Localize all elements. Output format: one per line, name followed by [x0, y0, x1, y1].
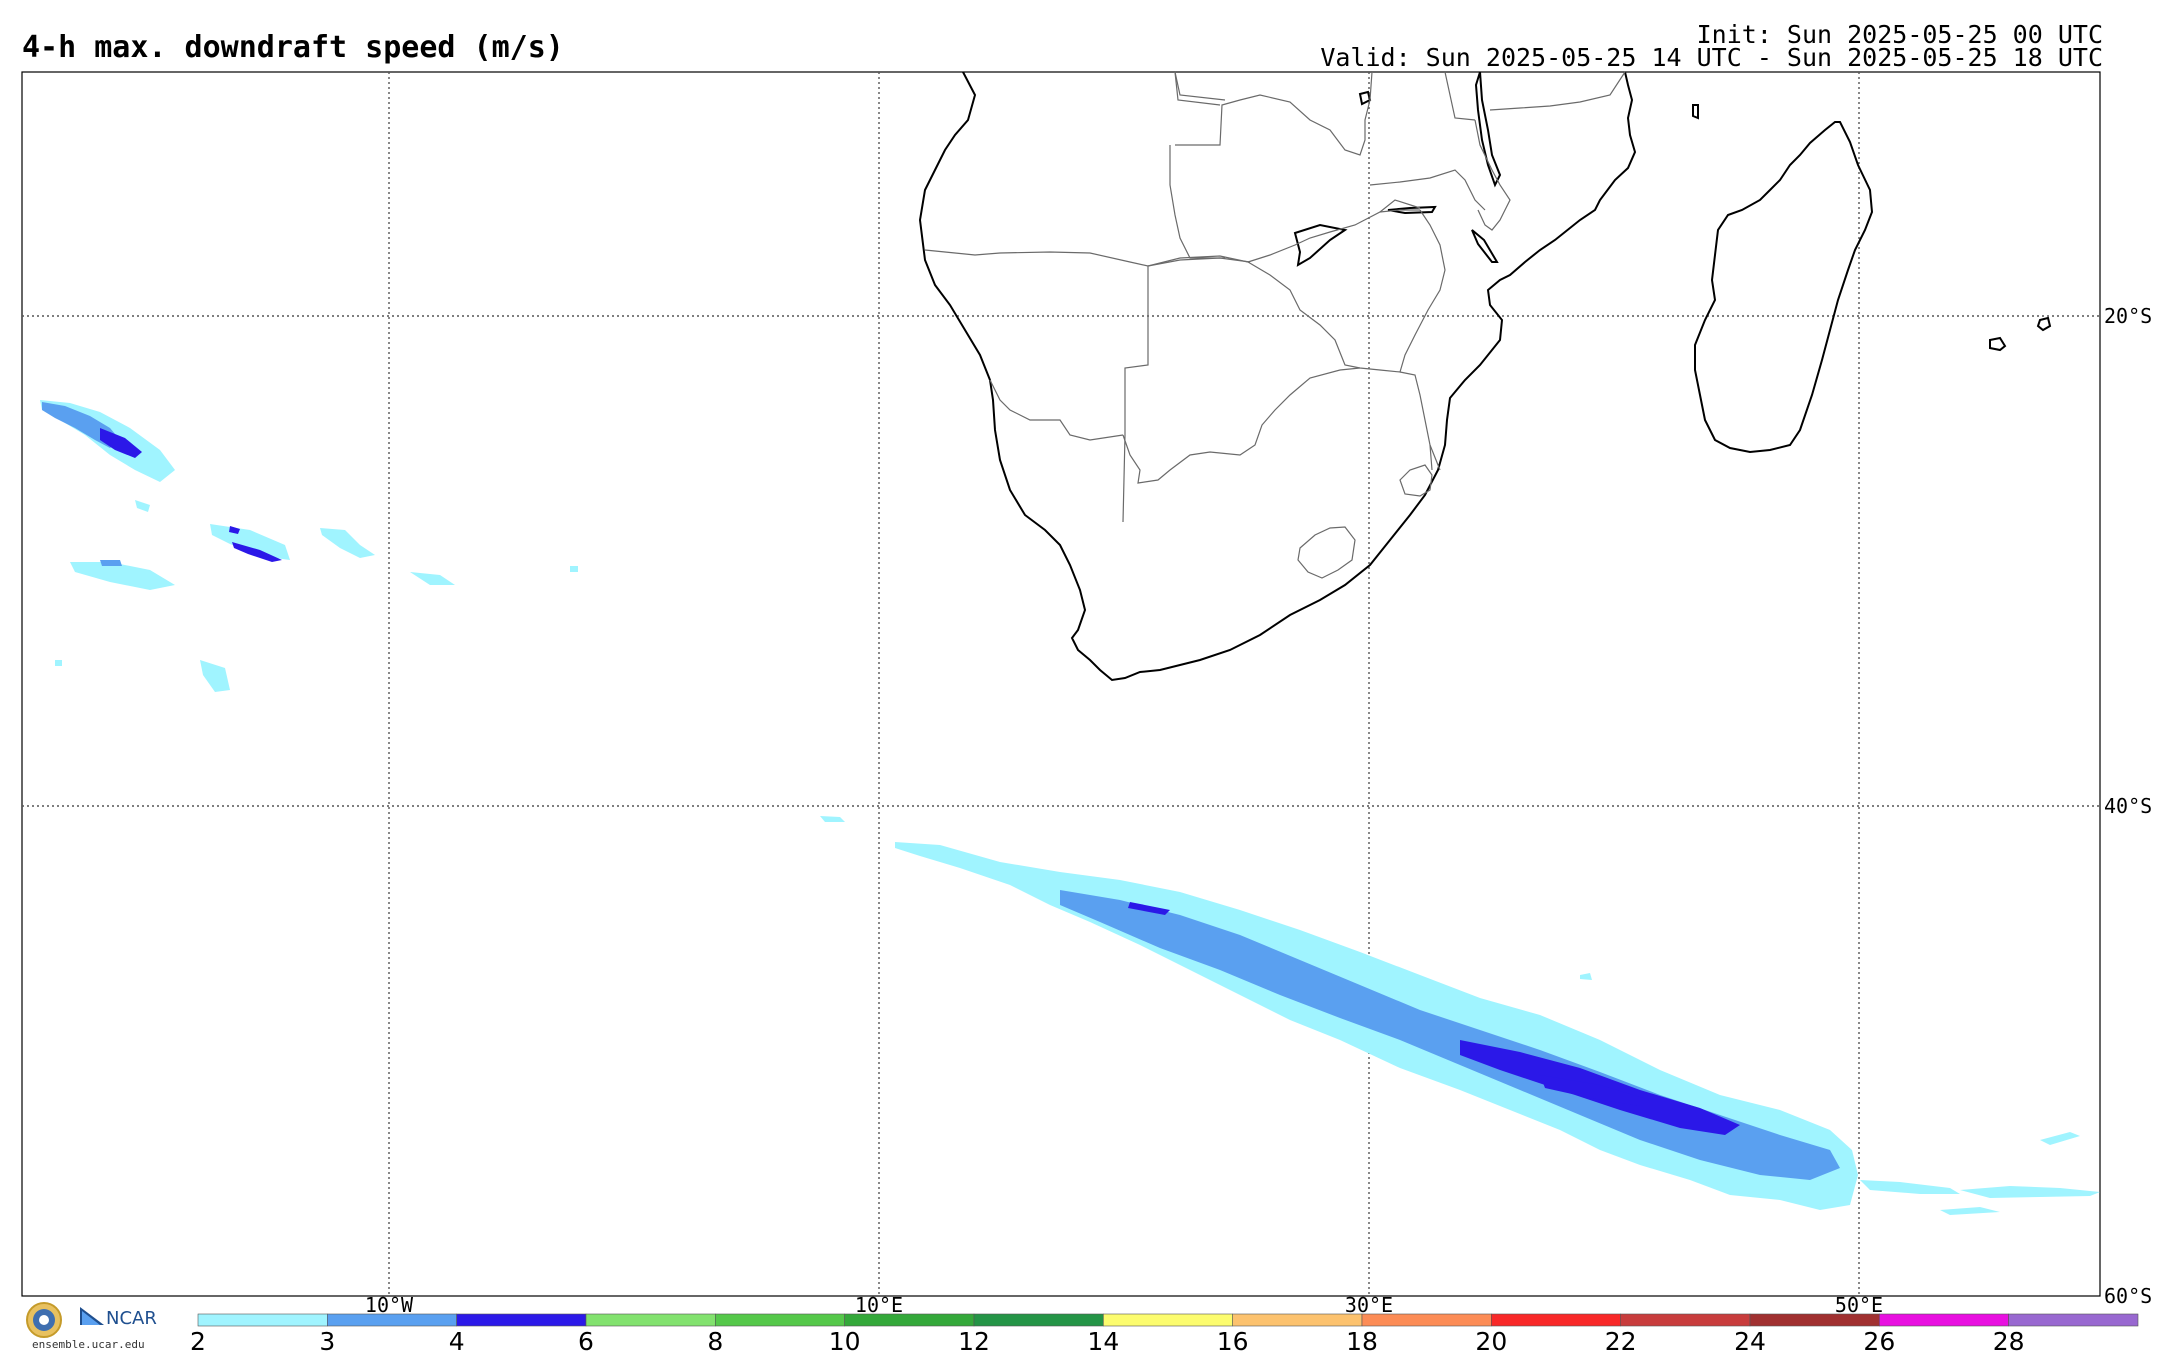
border-angola-drc-east — [1174, 71, 1226, 101]
lat-label-20s: 20°S — [2104, 304, 2153, 328]
west-light-7 — [410, 572, 455, 585]
swath-mid-core — [1060, 890, 1840, 1180]
graticule — [22, 72, 2100, 1296]
swath-dark-core3 — [1128, 902, 1170, 915]
west-dark-1 — [100, 428, 142, 458]
colorbar-tick-label: 4 — [448, 1327, 465, 1356]
west-light-5 — [200, 660, 230, 692]
lat-label-60s: 60°S — [2104, 1284, 2153, 1308]
colorbar-tick-label: 28 — [1992, 1327, 2025, 1356]
country-borders — [924, 71, 1626, 579]
colorbar-tick-label: 20 — [1475, 1327, 1508, 1356]
lake-cahora — [1387, 205, 1437, 215]
madagascar-coast — [1694, 121, 1874, 454]
border-moz-zim-south — [1399, 371, 1441, 471]
downdraft-swath-west — [40, 400, 578, 692]
colorbar-tick-label: 2 — [190, 1327, 206, 1356]
border-zambia-namibia-strip — [1147, 257, 1251, 267]
colorbar-swatch — [197, 1313, 328, 1327]
colorbar-tick-label: 16 — [1216, 1327, 1249, 1356]
border-tanzania-mozambique — [1489, 71, 1626, 111]
colorbar-swatch — [1103, 1313, 1233, 1327]
downdraft-swath-main — [820, 816, 2100, 1215]
nsf-logo — [26, 1302, 62, 1338]
colorbar-swatch — [1879, 1313, 2009, 1327]
west-light-3 — [70, 562, 175, 590]
west-light-6 — [135, 500, 150, 512]
colorbar-swatch — [715, 1313, 845, 1327]
lake-kariba — [1293, 223, 1348, 267]
colorbar-tick-label: 26 — [1863, 1327, 1896, 1356]
swath-light-tail3 — [2040, 1132, 2080, 1145]
swath-light-west — [820, 816, 845, 822]
border-mozambique-malawi — [1474, 119, 1511, 231]
lake-malawi — [1474, 71, 1502, 188]
border-zambia-drc — [1175, 71, 1373, 156]
border-botswana-sa — [1122, 367, 1361, 484]
colorbar-swatch — [973, 1313, 1104, 1327]
west-light-4 — [320, 528, 375, 558]
swath-light-tail5 — [1580, 973, 1592, 980]
colorbar-tick-label: 8 — [707, 1327, 724, 1356]
lake-chilwa — [1471, 229, 1499, 263]
coastlines — [918, 71, 2052, 682]
colorbar-swatch — [2008, 1313, 2139, 1327]
border-tanzania-zambia — [1444, 71, 1476, 121]
lon-label-30e: 30°E — [1344, 1293, 1394, 1317]
border-moz-sa — [1429, 444, 1433, 471]
island-mauritius — [2036, 316, 2052, 332]
west-mid-3 — [100, 560, 122, 566]
island-reunion — [1989, 336, 2007, 352]
west-light-8 — [570, 566, 578, 572]
lon-label-10w: 10°W — [364, 1293, 414, 1317]
map-frame — [21, 71, 2101, 1297]
west-light-2 — [210, 524, 290, 560]
ncar-logo-text: NCAR — [106, 1308, 157, 1329]
colorbar-swatch — [1232, 1313, 1363, 1327]
init-time: Init: Sun 2025-05-25 00 UTC — [1696, 20, 2103, 49]
lon-label-50e: 50°E — [1834, 1293, 1884, 1317]
west-dark-3 — [232, 542, 282, 562]
island-comoros — [1692, 104, 1699, 120]
colorbar-tick-label: 12 — [958, 1327, 990, 1356]
colorbar-swatch — [1491, 1313, 1621, 1327]
border-zambia-zimbabwe — [1247, 209, 1420, 263]
swath-light-tail2 — [1960, 1186, 2100, 1198]
colorbar — [197, 1313, 2139, 1327]
colorbar-swatch — [1620, 1313, 1751, 1327]
lon-label-10e: 10°E — [854, 1293, 904, 1317]
map-title: 4-h max. downdraft speed (m/s) — [22, 30, 564, 65]
colorbar-tick-label: 3 — [319, 1327, 336, 1356]
border-zambia-angola — [1169, 145, 1225, 259]
border-namibia-sa — [989, 379, 1124, 441]
ncar-logo-mark — [80, 1307, 104, 1325]
border-eswatini — [1399, 464, 1433, 497]
border-zimbabwe — [1247, 209, 1446, 373]
border-drc-angola — [1174, 71, 1221, 106]
site-url: ensemble.ucar.edu — [32, 1338, 145, 1351]
west-light-9 — [55, 660, 62, 666]
lat-label-40s: 40°S — [2104, 794, 2153, 818]
colorbar-tick-label: 22 — [1604, 1327, 1637, 1356]
border-zambia-mozambique — [1379, 199, 1421, 213]
valid-time: Valid: Sun 2025-05-25 14 UTC - Sun 2025-… — [1320, 43, 2103, 72]
africa-coast — [918, 71, 1637, 682]
border-namibia-botswana — [1122, 266, 1149, 523]
west-dark-2 — [229, 526, 240, 534]
colorbar-tick-label: 6 — [578, 1327, 594, 1356]
swath-light-tail4 — [1940, 1207, 2000, 1215]
border-angola-namibia — [924, 249, 1249, 267]
colorbar-swatch — [456, 1313, 587, 1327]
colorbar-tick-label: 14 — [1087, 1327, 1120, 1356]
border-lesotho — [1297, 526, 1356, 579]
colorbar-tick-label: 24 — [1734, 1327, 1766, 1356]
colorbar-tick-label: 10 — [828, 1327, 861, 1356]
swath-dark-core2 — [1540, 1075, 1650, 1106]
colorbar-swatch — [585, 1313, 716, 1327]
border-zambia-malawi — [1369, 169, 1486, 211]
swath-light-tail1 — [1860, 1180, 1960, 1194]
colorbar-tick-label: 18 — [1346, 1327, 1378, 1356]
